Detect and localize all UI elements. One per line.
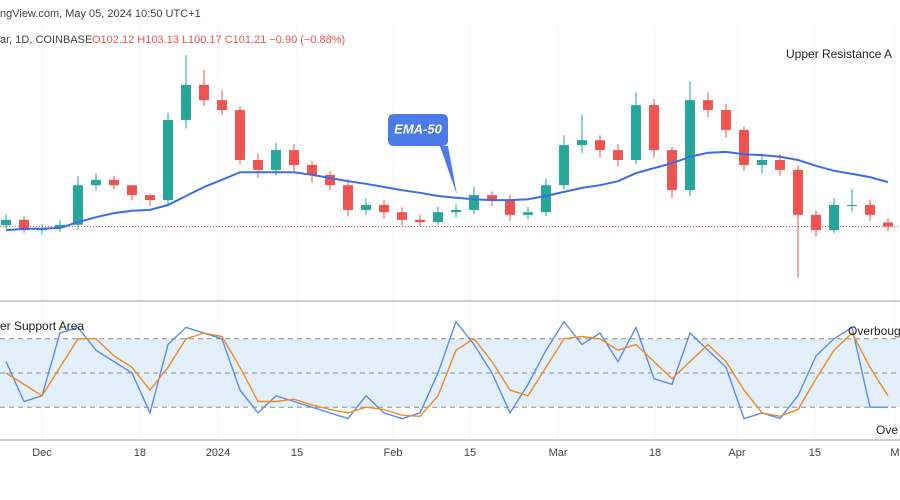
- candle-body: [487, 195, 497, 201]
- candle-body: [469, 195, 479, 210]
- candle-body: [595, 140, 605, 151]
- candle-body: [415, 219, 425, 223]
- candle-body: [19, 219, 29, 231]
- candle-body: [73, 185, 83, 225]
- candle-body: [775, 160, 785, 170]
- x-tick-label: 15: [291, 447, 303, 459]
- x-tick-label: M: [890, 447, 899, 459]
- ema-line: [5, 150, 889, 232]
- candle-body: [613, 150, 623, 160]
- oscillator-panel: [0, 320, 900, 420]
- candle-body: [289, 150, 299, 165]
- candle-body: [577, 140, 587, 146]
- candle-body: [163, 119, 173, 201]
- candle-body: [181, 84, 191, 120]
- candle-body: [631, 105, 641, 160]
- candle-body: [217, 100, 227, 111]
- candle-body: [91, 179, 101, 186]
- candle-body: [559, 145, 569, 186]
- annotation: Upper Resistance A: [786, 47, 892, 61]
- candle-body: [883, 222, 893, 227]
- candle-body: [847, 205, 857, 206]
- candle-body: [433, 212, 443, 223]
- candle-body: [811, 214, 821, 231]
- candle-body: [199, 84, 209, 101]
- oscillator-line: [5, 320, 888, 420]
- candle-body: [1, 219, 11, 226]
- candle-body: [451, 209, 461, 213]
- candle-body: [757, 160, 767, 165]
- candle-body: [361, 205, 371, 210]
- x-tick-label: Dec: [32, 447, 52, 459]
- price-panel: [0, 55, 900, 278]
- x-tick-label: Mar: [549, 447, 568, 459]
- x-tick-label: Apr: [728, 447, 745, 459]
- callout-shape: [388, 114, 457, 195]
- candle-body: [865, 205, 875, 215]
- candle-body: [109, 179, 119, 186]
- x-axis: Dec 18 2024 15 Feb 15 Mar 18 Apr 15 M: [32, 447, 899, 459]
- header-source: ngView.com, May 05, 2024 10:50 UTC+1: [0, 8, 201, 20]
- candle-body: [397, 212, 407, 220]
- candle-body: [505, 200, 515, 215]
- candle-body: [55, 224, 65, 228]
- candle-body: [271, 150, 281, 170]
- annotation: er Support Area: [0, 319, 84, 333]
- oscillator-line: [5, 331, 889, 418]
- candle-body: [127, 185, 137, 196]
- x-tick-label: 2024: [206, 447, 230, 459]
- candle-body: [739, 129, 749, 165]
- header-ohlc: O102.12 H103.13 L100.17 C101.21 −0.90 (−…: [92, 34, 345, 46]
- candle-body: [253, 160, 263, 170]
- candle-body: [307, 164, 317, 175]
- candle-body: [649, 105, 659, 151]
- header-symbol: ar, 1D, COINBASE: [0, 34, 92, 46]
- candle-body: [541, 185, 551, 213]
- candle-body: [325, 174, 335, 186]
- candle-body: [523, 212, 533, 215]
- x-tick-label: 18: [134, 447, 146, 459]
- candle-body: [793, 169, 803, 215]
- candle-body: [235, 110, 245, 160]
- candle-body: [829, 205, 839, 231]
- candle-body: [343, 185, 353, 210]
- annotation: Overboug: [848, 324, 900, 338]
- ema-callout: EMA-50: [388, 114, 457, 195]
- candle-body: [721, 110, 731, 130]
- x-tick-label: 18: [649, 447, 661, 459]
- candle-body: [703, 100, 713, 111]
- candle-body: [667, 150, 677, 191]
- callout-label: EMA-50: [394, 121, 442, 136]
- candle-body: [685, 100, 695, 191]
- x-tick-label: Feb: [384, 447, 403, 459]
- candle-body: [379, 205, 389, 213]
- candle-body: [145, 195, 155, 201]
- x-tick-label: 15: [464, 447, 476, 459]
- x-tick-label: 15: [809, 447, 821, 459]
- annotation: Ove: [876, 423, 898, 437]
